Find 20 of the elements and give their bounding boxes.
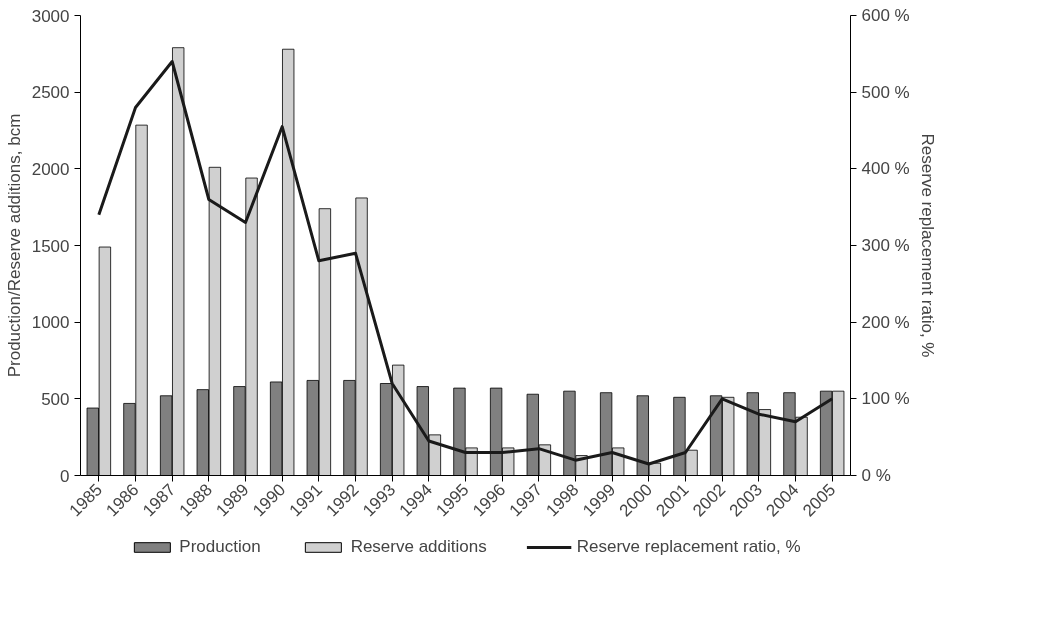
y2-tick-label: 400 % — [861, 159, 910, 179]
y-tick-label: 500 — [41, 389, 70, 409]
y2-tick-label: 100 % — [861, 389, 910, 409]
y-tick-label: 0 — [60, 466, 70, 486]
y2-tick-label: 600 % — [861, 6, 910, 25]
y-tick-label: 2000 — [31, 159, 70, 179]
line-series — [97, 60, 834, 466]
y-axis-title: Production/Reserve additions, bcm — [4, 113, 24, 378]
y-tick-label: 3000 — [31, 6, 70, 26]
legend-label: Reserve additions — [350, 536, 487, 557]
y-tick-label: 1000 — [31, 313, 70, 333]
legend-label: Production — [179, 536, 261, 557]
y2-tick-label: 500 % — [861, 82, 910, 102]
y-tick-label: 2500 — [31, 83, 70, 103]
y2-tick-label: 200 % — [861, 312, 910, 332]
legend-label: Reserve replacement ratio, % — [576, 536, 801, 557]
y2-tick-label: 0 % — [861, 466, 891, 485]
y2-tick-label: 300 % — [861, 236, 910, 255]
y2-axis-title: Reserve replacement ratio, % — [917, 133, 937, 358]
y-tick-label: 1500 — [31, 236, 70, 256]
